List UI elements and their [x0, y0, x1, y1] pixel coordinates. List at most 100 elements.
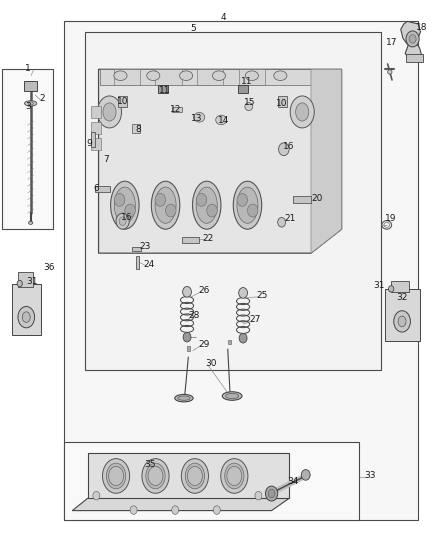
Text: 23: 23	[139, 242, 151, 251]
Polygon shape	[155, 69, 182, 85]
Polygon shape	[238, 85, 248, 93]
Ellipse shape	[245, 102, 253, 110]
Ellipse shape	[394, 311, 410, 332]
Circle shape	[268, 489, 275, 498]
Text: 22: 22	[203, 234, 214, 243]
Text: 28: 28	[188, 311, 200, 320]
Polygon shape	[24, 81, 37, 91]
Text: 9: 9	[87, 140, 92, 148]
Ellipse shape	[22, 312, 30, 322]
Circle shape	[278, 217, 286, 227]
Ellipse shape	[192, 181, 221, 229]
Text: 7: 7	[103, 156, 109, 164]
Ellipse shape	[110, 181, 139, 229]
Polygon shape	[187, 346, 190, 351]
Ellipse shape	[102, 458, 130, 494]
Ellipse shape	[221, 458, 248, 494]
Text: 10: 10	[117, 97, 129, 106]
Polygon shape	[100, 69, 339, 85]
Ellipse shape	[215, 115, 227, 125]
Ellipse shape	[290, 96, 314, 128]
Polygon shape	[239, 69, 265, 85]
Ellipse shape	[18, 306, 35, 328]
Polygon shape	[401, 21, 422, 61]
Ellipse shape	[226, 393, 239, 399]
Ellipse shape	[147, 71, 160, 80]
Ellipse shape	[148, 466, 163, 486]
Text: 30: 30	[205, 359, 216, 368]
Polygon shape	[91, 106, 101, 118]
Text: 13: 13	[191, 114, 203, 123]
Polygon shape	[72, 498, 289, 511]
Ellipse shape	[106, 463, 126, 489]
Polygon shape	[293, 196, 311, 203]
Ellipse shape	[388, 70, 392, 74]
Polygon shape	[91, 122, 101, 134]
Polygon shape	[2, 69, 53, 229]
Text: 14: 14	[218, 117, 229, 125]
Ellipse shape	[155, 187, 176, 223]
Polygon shape	[406, 54, 423, 62]
Circle shape	[125, 204, 135, 217]
Polygon shape	[182, 237, 199, 243]
Polygon shape	[95, 186, 110, 192]
Text: 16: 16	[283, 142, 294, 150]
Ellipse shape	[146, 463, 165, 489]
Circle shape	[279, 143, 289, 156]
Polygon shape	[64, 442, 359, 520]
Text: 31: 31	[26, 277, 38, 286]
Polygon shape	[118, 96, 127, 107]
Circle shape	[130, 506, 137, 514]
Polygon shape	[132, 124, 140, 133]
Polygon shape	[99, 69, 342, 253]
Circle shape	[155, 193, 166, 206]
Text: 24: 24	[144, 261, 155, 269]
Ellipse shape	[196, 187, 217, 223]
Polygon shape	[311, 69, 342, 253]
Circle shape	[265, 486, 278, 501]
Circle shape	[409, 35, 416, 43]
Circle shape	[183, 287, 191, 297]
Ellipse shape	[187, 466, 202, 486]
Ellipse shape	[237, 187, 258, 223]
Polygon shape	[114, 69, 140, 85]
Circle shape	[119, 217, 126, 225]
Text: 34: 34	[287, 478, 298, 486]
Polygon shape	[136, 256, 139, 269]
Polygon shape	[91, 132, 95, 147]
Text: 1: 1	[25, 64, 31, 72]
Circle shape	[17, 280, 22, 287]
Text: 27: 27	[250, 316, 261, 324]
Ellipse shape	[181, 458, 208, 494]
Circle shape	[237, 193, 247, 206]
Ellipse shape	[398, 316, 406, 327]
Circle shape	[172, 506, 179, 514]
Text: 36: 36	[43, 263, 54, 272]
Ellipse shape	[114, 71, 127, 80]
Text: 12: 12	[170, 105, 181, 114]
Text: 31: 31	[373, 281, 385, 289]
Polygon shape	[64, 21, 418, 520]
Text: 17: 17	[386, 38, 398, 47]
Ellipse shape	[114, 187, 135, 223]
Text: 2: 2	[39, 94, 45, 103]
Circle shape	[389, 286, 394, 292]
Circle shape	[207, 204, 217, 217]
Polygon shape	[228, 340, 231, 344]
Ellipse shape	[223, 392, 242, 400]
Circle shape	[116, 213, 129, 229]
Text: 29: 29	[198, 340, 210, 349]
Text: 5: 5	[190, 24, 196, 33]
Text: 16: 16	[121, 213, 133, 222]
Text: 32: 32	[396, 293, 408, 302]
Ellipse shape	[180, 71, 193, 80]
Ellipse shape	[194, 112, 205, 122]
Ellipse shape	[212, 71, 226, 80]
Polygon shape	[132, 247, 141, 251]
Ellipse shape	[103, 103, 116, 121]
Circle shape	[166, 204, 176, 217]
Polygon shape	[278, 96, 287, 107]
Circle shape	[183, 333, 191, 342]
Text: 19: 19	[385, 214, 396, 223]
Circle shape	[93, 491, 100, 500]
